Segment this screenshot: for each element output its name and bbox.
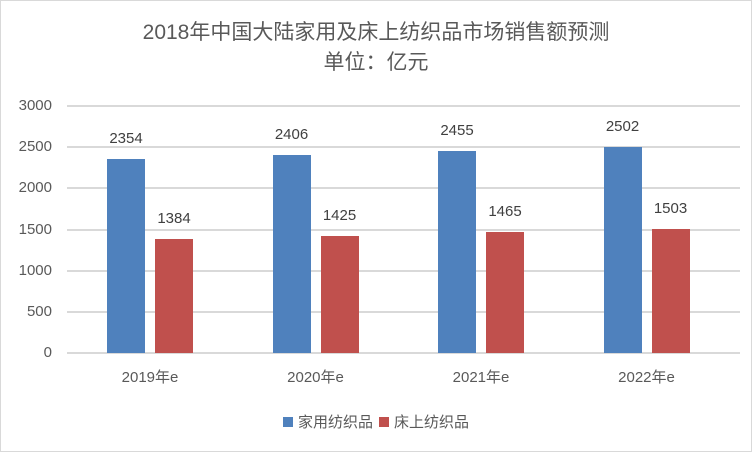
data-label: 1425 <box>322 206 357 224</box>
legend-label: 床上纺织品 <box>394 414 470 431</box>
y-axis-tick-label: 3000 <box>18 97 52 114</box>
gridline <box>67 269 740 272</box>
y-axis-tick-label: 1000 <box>18 261 52 279</box>
gridline <box>67 352 740 354</box>
data-label: 2406 <box>274 125 309 143</box>
y-axis-tick-label: 2500 <box>18 138 52 156</box>
bar-home-textiles[interactable] <box>107 159 145 353</box>
legend: 家用纺织品 床上纺织品 <box>0 411 752 432</box>
bar-home-textiles[interactable] <box>438 150 476 353</box>
bar-home-textiles[interactable] <box>603 147 642 353</box>
bar-bedding-textiles[interactable] <box>320 235 359 353</box>
gridline <box>67 146 740 149</box>
y-axis-tick-label: 1500 <box>18 220 52 238</box>
legend-item-bedding-textiles[interactable]: 床上纺织品 <box>379 411 469 432</box>
chart-subtitle: 单位：亿元 <box>323 51 429 74</box>
legend-swatch-red-icon <box>379 416 389 427</box>
data-label: 1384 <box>157 210 191 228</box>
data-label: 2354 <box>109 130 143 148</box>
bar-home-textiles[interactable] <box>272 154 311 353</box>
data-label: 1465 <box>488 203 522 221</box>
y-axis-tick-label: 0 <box>43 344 52 361</box>
y-axis-tick-label: 500 <box>26 302 52 320</box>
x-axis-category-label: 2020年e <box>287 369 344 386</box>
bar-bedding-textiles[interactable] <box>155 239 193 353</box>
x-axis-category-label: 2019年e <box>121 369 179 386</box>
gridline <box>67 187 740 190</box>
legend-label: 家用纺织品 <box>297 414 373 431</box>
data-label: 1503 <box>653 200 688 218</box>
legend-item-home-textiles[interactable]: 家用纺织品 <box>282 411 373 432</box>
gridline <box>67 310 740 313</box>
legend-swatch-blue-icon <box>282 416 293 427</box>
chart-title: 2018年中国大陆家用及床上纺织品市场销售额预测 <box>142 21 610 44</box>
x-axis-category-label: 2022年e <box>618 369 675 386</box>
bar-bedding-textiles[interactable] <box>651 229 690 353</box>
data-label: 2455 <box>440 121 474 139</box>
y-axis-tick-label: 2000 <box>18 179 52 197</box>
gridline <box>67 105 740 107</box>
bar-bedding-textiles[interactable] <box>486 232 524 353</box>
data-label: 2502 <box>605 118 640 135</box>
gridline <box>67 228 740 231</box>
x-axis-category-label: 2021年e <box>452 369 510 386</box>
